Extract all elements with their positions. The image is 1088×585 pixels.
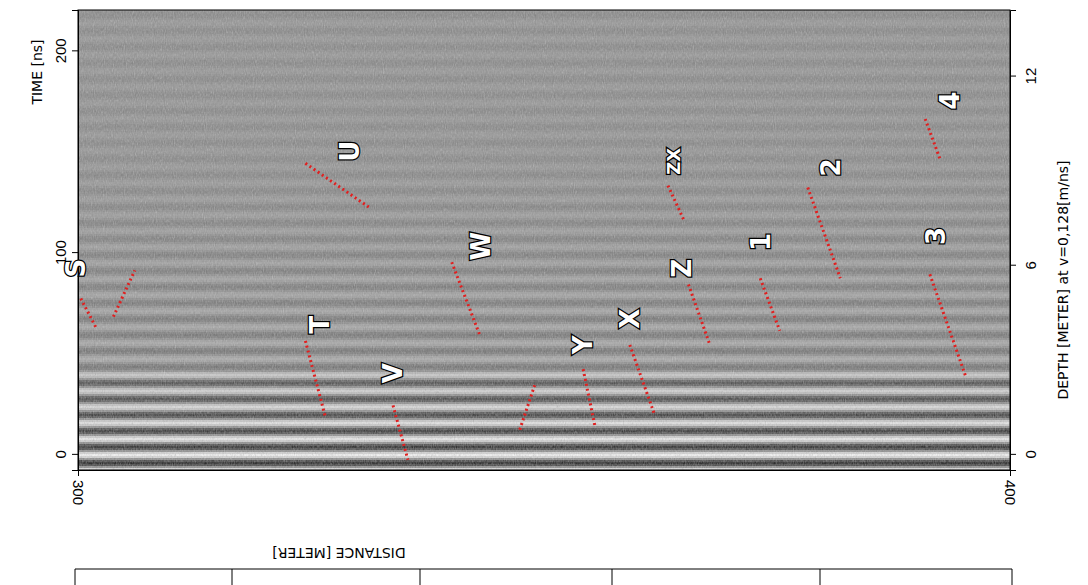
annotation-line xyxy=(760,278,780,330)
annotation-label: 4 xyxy=(935,92,965,110)
table-rule xyxy=(1012,569,1013,585)
annotation-line xyxy=(630,345,655,416)
y-axis-title: TIME [ns] xyxy=(29,39,45,105)
annotation-line xyxy=(305,163,369,207)
axis-line xyxy=(72,11,79,471)
tick-label: 0 xyxy=(1022,450,1039,458)
y-axis: 0100200 xyxy=(52,11,79,471)
table-rule xyxy=(75,569,76,585)
axis-line xyxy=(79,471,1011,477)
annotation-label: T xyxy=(305,316,335,334)
annotation-line xyxy=(393,405,408,459)
tick: 6 xyxy=(1010,261,1039,269)
radargram-noise xyxy=(78,10,1010,470)
tick-label: 400 xyxy=(1002,480,1019,505)
annotation-line xyxy=(930,274,965,375)
annotation-line xyxy=(668,186,685,222)
x-axis-title: DISTANCE [METER] xyxy=(272,545,405,561)
annotation-label: 3 xyxy=(921,227,951,245)
annotation-label: X xyxy=(615,309,645,329)
x-axis: 300 400 xyxy=(70,470,1019,505)
tick: 0 xyxy=(1010,450,1039,458)
table-rule xyxy=(820,569,821,585)
annotation-line xyxy=(520,369,595,430)
plot-frame xyxy=(78,10,1010,470)
annotation-label: V xyxy=(378,363,408,383)
annotation-label: ZX xyxy=(663,148,684,175)
tick-mark xyxy=(72,454,78,455)
annotation-line xyxy=(925,119,940,159)
annotation-labels: S T U V W YX Z ZX 1 2 3 4 xyxy=(61,92,964,383)
chart: 30040001002000612TIME [ns]DEPTH [METER] … xyxy=(0,0,1088,585)
tick-mark xyxy=(1010,76,1016,77)
tick-label: 12 xyxy=(1022,68,1039,85)
annotation-label: Y xyxy=(568,334,598,355)
tick: 300 xyxy=(70,470,87,505)
table-rule xyxy=(420,569,421,585)
tick-mark xyxy=(1010,454,1016,455)
table-rule xyxy=(612,569,613,585)
radargram-ground xyxy=(78,10,1010,470)
axis-line xyxy=(1011,11,1017,471)
radargram xyxy=(78,10,1010,470)
annotation-line xyxy=(81,270,135,329)
tick-mark xyxy=(72,50,78,51)
tick: 200 xyxy=(52,38,78,63)
tick: 400 xyxy=(1002,470,1019,505)
tick-label: 0 xyxy=(52,450,69,458)
annotation-line xyxy=(808,188,841,279)
annotation-label: U xyxy=(335,141,365,162)
annotation-label: W xyxy=(466,232,496,261)
annotation-label: S xyxy=(61,259,91,278)
annotation-line xyxy=(452,262,480,335)
tick-mark xyxy=(72,252,78,253)
annotation-lines xyxy=(81,119,965,460)
tick-label: 200 xyxy=(52,38,69,63)
tick-label: 300 xyxy=(70,480,87,505)
tick: 12 xyxy=(1010,68,1039,85)
y2-axis: 0 6 12 xyxy=(1010,11,1039,471)
annotation-label: 1 xyxy=(746,233,776,251)
y2-axis-title: DEPTH [METER] at v=0,128[m/ns] xyxy=(1055,160,1071,399)
tick-label: 6 xyxy=(1022,261,1039,269)
table-rule xyxy=(75,569,1012,570)
table-rule xyxy=(232,569,233,585)
annotation-line xyxy=(305,341,325,416)
annotation-label: 2 xyxy=(816,158,846,176)
annotation-line xyxy=(688,284,709,345)
annotation-label: Z xyxy=(667,259,697,278)
tick-mark xyxy=(1010,265,1016,266)
table-edge xyxy=(75,569,1012,585)
tick: 0 xyxy=(52,450,78,458)
